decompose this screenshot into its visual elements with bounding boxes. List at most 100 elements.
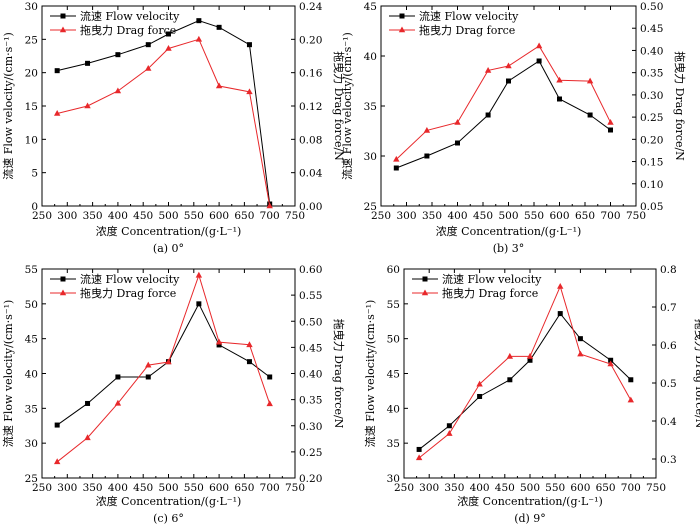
y-left-tick-label: 40 <box>364 51 377 63</box>
x-tick-label: 500 <box>158 482 178 494</box>
plot-frame <box>403 268 657 479</box>
y-right-axis-title: 拖曳力 Drag force/N <box>693 319 700 429</box>
data-point-square <box>507 377 513 383</box>
y-right-tick-label: 0.10 <box>640 179 663 191</box>
legend-marker-square <box>60 276 66 282</box>
data-point-square <box>85 60 91 66</box>
x-tick-label: 650 <box>596 482 616 494</box>
legend-marker-square <box>422 276 428 282</box>
data-point-triangle <box>165 358 172 365</box>
data-point-triangle <box>145 361 152 368</box>
data-point-triangle <box>423 126 431 133</box>
y-right-tick-label: 0.40 <box>640 45 663 57</box>
data-point-triangle <box>586 77 594 84</box>
data-point-triangle <box>454 118 461 125</box>
data-point-square <box>485 112 491 118</box>
y-right-tick-label: 0.30 <box>640 90 663 102</box>
y-right-axis-title: 拖曳力 Drag force/N <box>332 319 346 429</box>
data-point-square <box>527 357 533 363</box>
x-tick-label: 500 <box>498 210 518 222</box>
y-right-tick-label: 0.12 <box>299 101 322 113</box>
y-right-tick-label: 0.5 <box>660 378 677 390</box>
data-point-square <box>54 422 60 428</box>
legend-label: 流速 Flow velocity <box>80 9 180 23</box>
panel-caption: (d) 9° <box>514 512 546 525</box>
data-point-square <box>246 42 252 48</box>
data-point-triangle <box>84 102 91 109</box>
data-point-triangle <box>165 45 172 51</box>
data-point-triangle <box>215 338 223 345</box>
data-point-triangle <box>607 118 614 125</box>
data-point-triangle <box>526 352 534 359</box>
chart-panel-1: 250 300 350 400 450 500 550 600 650 700 750 0 5 10 15 2… <box>1 1 346 255</box>
y-left-tick-label: 50 <box>387 334 400 346</box>
y-right-tick-label: 0.20 <box>299 473 322 485</box>
y-right-axis-title: 拖曳力 Drag force/N <box>332 51 346 161</box>
y-left-tick-label: 50 <box>25 299 38 311</box>
x-tick-label: 750 <box>285 482 305 494</box>
y-right-tick-label: 0.6 <box>660 340 677 352</box>
x-tick-label: 650 <box>234 210 254 222</box>
data-point-square <box>196 18 202 24</box>
y-left-tick-label: 30 <box>25 438 38 450</box>
x-tick-label: 700 <box>260 210 280 222</box>
y-right-tick-label: 0.24 <box>299 1 323 13</box>
y-right-axis-title: 拖曳力 Drag force/N <box>673 51 687 161</box>
x-tick-label: 750 <box>626 210 646 222</box>
x-tick-label: 400 <box>108 210 128 222</box>
data-point-triangle <box>195 271 203 278</box>
legend-marker-triangle <box>59 26 67 33</box>
data-point-square <box>608 357 614 363</box>
x-tick-label: 650 <box>575 210 595 222</box>
data-point-triangle <box>246 341 253 348</box>
data-point-square <box>216 24 222 30</box>
x-tick-label: 300 <box>396 210 416 222</box>
data-point-triangle <box>577 350 584 357</box>
data-point-square <box>246 359 252 365</box>
y-right-tick-label: 0.04 <box>299 168 323 180</box>
x-tick-label: 550 <box>184 482 204 494</box>
y-left-tick-label: 55 <box>25 264 38 276</box>
x-tick-label: 600 <box>549 210 569 222</box>
y-right-tick-label: 0.08 <box>299 134 322 146</box>
y-right-tick-label: 0.50 <box>640 1 663 13</box>
data-point-triangle <box>506 352 514 359</box>
legend-label: 拖曳力 Drag force <box>419 23 515 37</box>
x-tick-label: 300 <box>57 482 77 494</box>
data-point-square <box>54 68 60 74</box>
x-tick-label: 350 <box>83 210 103 222</box>
data-point-triangle <box>505 62 512 69</box>
y-left-tick-label: 45 <box>387 369 400 381</box>
x-tick-label: 400 <box>470 482 490 494</box>
x-tick-label: 450 <box>495 482 515 494</box>
x-tick-label: 350 <box>422 210 442 222</box>
x-tick-label: 450 <box>473 210 493 222</box>
data-point-triangle <box>246 88 253 95</box>
series-line-drag-force <box>56 273 271 463</box>
legend-label: 拖曳力 Drag force <box>442 286 538 300</box>
y-right-tick-label: 0.00 <box>299 201 322 213</box>
data-point-triangle <box>114 399 122 406</box>
y-left-axis-title: 流速 Flow velocity/(cm·s⁻¹) <box>1 32 15 180</box>
y-right-tick-label: 0.4 <box>660 416 677 428</box>
series-line-drag-force <box>395 45 611 160</box>
y-right-tick-label: 0.35 <box>640 68 663 80</box>
y-left-axis-title: 流速 Flow velocity/(cm·s⁻¹) <box>340 32 354 180</box>
y-right-tick-label: 0.7 <box>660 302 677 314</box>
x-tick-label: 600 <box>209 482 229 494</box>
legend-label: 拖曳力 Drag force <box>80 286 176 300</box>
x-tick-label: 550 <box>524 210 544 222</box>
y-left-tick-label: 40 <box>387 403 400 415</box>
x-tick-label: 750 <box>285 210 305 222</box>
data-point-square <box>536 58 542 64</box>
y-right-tick-label: 0.8 <box>660 264 677 276</box>
data-point-square <box>446 423 452 429</box>
y-left-tick-label: 35 <box>364 101 377 113</box>
x-tick-label: 300 <box>419 482 439 494</box>
data-point-triangle <box>535 42 543 49</box>
y-left-tick-label: 45 <box>364 1 377 13</box>
y-right-tick-label: 0.35 <box>299 395 322 407</box>
y-right-tick-label: 0.30 <box>299 421 322 433</box>
y-left-tick-label: 35 <box>387 438 400 450</box>
